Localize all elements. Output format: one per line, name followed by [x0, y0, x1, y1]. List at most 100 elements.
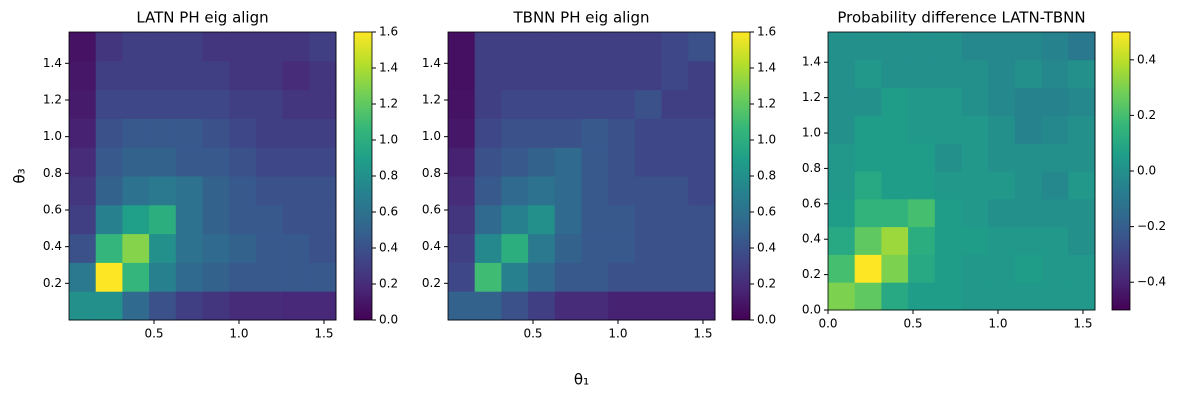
heatmap-cell — [1014, 171, 1043, 200]
heatmap-cell — [934, 198, 962, 228]
heatmap-cell — [122, 89, 150, 119]
heatmap-cell — [634, 291, 663, 321]
heatmap-cell — [934, 282, 962, 311]
y-tick-label: 1.2 — [43, 92, 62, 106]
heatmap-cell — [1068, 171, 1096, 200]
heatmap-cell — [634, 32, 663, 62]
heatmap-cell — [528, 60, 556, 91]
heatmap-cell — [255, 32, 284, 62]
heatmap-cell — [448, 204, 476, 235]
heatmap-cell — [501, 176, 529, 206]
heatmap-cell — [828, 226, 856, 255]
heatmap-cell — [961, 32, 989, 61]
heatmap-cell — [608, 262, 636, 292]
y-tick-label: 0.8 — [43, 166, 62, 180]
colorbar-tick-label: 1.4 — [757, 61, 776, 75]
heatmap-cell — [988, 87, 1016, 116]
colorbar-tick-label: 1.6 — [379, 25, 398, 39]
heatmap-cell — [175, 233, 203, 263]
heatmap-cell — [282, 60, 310, 91]
heatmap-cell — [202, 176, 230, 206]
heatmap-cell — [634, 147, 663, 177]
heatmap-cell — [501, 118, 529, 148]
heatmap-cell — [528, 89, 556, 119]
heatmap-cell — [554, 118, 582, 148]
heatmap-cell — [282, 32, 310, 62]
heatmap-cell — [149, 147, 177, 177]
heatmap-cell — [255, 147, 284, 177]
heatmap-cell — [149, 233, 177, 263]
heatmap-cell — [309, 291, 337, 321]
y-tick-label: 0.6 — [802, 196, 821, 210]
heatmap-cell — [961, 171, 989, 200]
heatmap-cell — [175, 147, 203, 177]
heatmap-cell — [854, 254, 882, 283]
heatmap-cell — [688, 204, 716, 235]
colorbar-tick-label: 0.8 — [757, 169, 776, 183]
colorbar-tick-label: 1.6 — [757, 25, 776, 39]
heatmap-cell — [528, 118, 556, 148]
heatmap-cell — [501, 147, 529, 177]
heatmap-cell — [282, 89, 310, 119]
heatmap-cell — [501, 89, 529, 119]
heatmap-cell — [149, 176, 177, 206]
heatmap-cell — [474, 89, 502, 119]
heatmap-cell — [908, 143, 936, 172]
colorbar-tick-label: 0.4 — [379, 241, 398, 255]
heatmap-cell — [688, 147, 716, 177]
heatmap-cell — [122, 32, 150, 62]
heatmap-cell — [1014, 87, 1043, 116]
heatmap-cell — [608, 204, 636, 235]
x-tick-label: 0.0 — [818, 317, 837, 331]
heatmap-cell — [1041, 198, 1069, 228]
heatmap-cell — [988, 143, 1016, 172]
y-tick-label: 0.4 — [802, 232, 821, 246]
heatmap-cell — [69, 291, 97, 321]
heatmap-cell — [1041, 87, 1069, 116]
heatmap-cell — [854, 87, 882, 116]
heatmap-cell — [448, 89, 476, 119]
heatmap-cell — [608, 176, 636, 206]
heatmap-cell — [661, 32, 689, 62]
heatmap-cell — [95, 291, 123, 321]
heatmap-cell — [988, 226, 1016, 255]
heatmap-cell — [309, 233, 337, 263]
heatmap-cell — [881, 254, 909, 283]
heatmap-cell — [149, 262, 177, 292]
heatmap-cell — [501, 32, 529, 62]
heatmap-cell — [474, 32, 502, 62]
axes-frame — [827, 31, 1096, 311]
colorbar-tick-label: 0.8 — [379, 169, 398, 183]
heatmap-cell — [175, 176, 203, 206]
axes-frame — [447, 31, 716, 321]
heatmap-cell — [1068, 254, 1096, 283]
heatmap-cell — [881, 87, 909, 116]
heatmap-cell — [634, 89, 663, 119]
heatmap-cell — [202, 60, 230, 91]
heatmap-cell — [881, 171, 909, 200]
heatmap-cell — [608, 118, 636, 148]
heatmap-cell — [634, 262, 663, 292]
heatmap-cell — [175, 118, 203, 148]
y-tick-label: 1.4 — [802, 55, 821, 69]
colorbar-tick-label: 1.0 — [757, 133, 776, 147]
heatmap-cell — [309, 89, 337, 119]
heatmap-cell — [282, 233, 310, 263]
heatmap-cell — [229, 118, 257, 148]
heatmap-cell — [528, 233, 556, 263]
heatmap-cell — [688, 291, 716, 321]
heatmap-cell — [175, 262, 203, 292]
heatmap-cell — [1041, 115, 1069, 144]
heatmap-cell — [255, 233, 284, 263]
heatmap-cell — [149, 118, 177, 148]
heatmap-cell — [202, 89, 230, 119]
heatmap-cell — [661, 291, 689, 321]
heatmap-cell — [95, 176, 123, 206]
heatmap-cell — [554, 262, 582, 292]
heatmap-cell — [528, 204, 556, 235]
heatmap-cell — [634, 233, 663, 263]
heatmap-cell — [202, 204, 230, 235]
heatmap-cell — [581, 89, 609, 119]
heatmap-cell — [528, 32, 556, 62]
heatmap-cell — [1014, 198, 1043, 228]
